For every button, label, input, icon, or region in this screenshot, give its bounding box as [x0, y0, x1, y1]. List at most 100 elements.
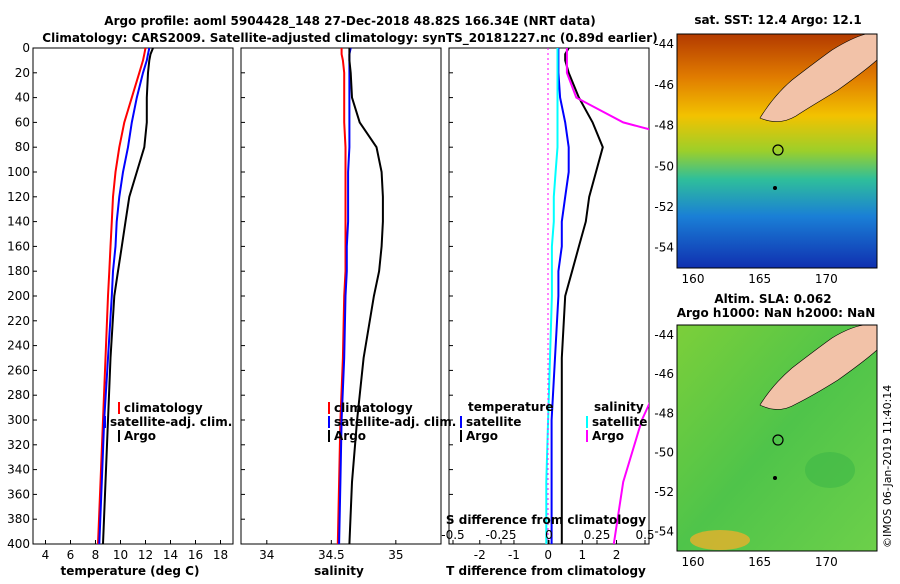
map-lat-tick-label: -50 — [654, 446, 674, 460]
map-lon-tick-label: 160 — [682, 555, 705, 569]
sla-map: 160 165 170 -44 -46 -48 -50 -52 -54 — [654, 324, 878, 569]
island-marker — [773, 476, 777, 480]
depth-tick-labels: 0 20 40 60 80 100 120 140 160 180 200 220 240 260 280 3… — [7, 41, 453, 551]
x-tick-label: 34 — [259, 548, 274, 562]
imos-watermark: ©IMOS 06-Jan-2019 11:40:14 — [881, 385, 894, 548]
depth-tick-label: 260 — [7, 363, 30, 377]
x-tick-label: 2 — [613, 548, 621, 562]
legend-label-climatology: climatology — [124, 401, 203, 415]
x-tick-label: 34.5 — [318, 548, 345, 562]
difference-axes — [448, 47, 650, 545]
x-tick-label: 0 — [544, 548, 552, 562]
island-marker — [773, 186, 777, 190]
legend-label-climatology: climatology — [334, 401, 413, 415]
map-lat-tick-label: -54 — [654, 524, 674, 538]
temperature-series — [97, 48, 154, 544]
legend-label-satellite: satellite-adj. clim. — [110, 415, 232, 429]
legend-label-argo: Argo — [124, 429, 156, 443]
salinity-legend: climatology satellite-adj. clim. Argo — [328, 401, 456, 443]
depth-tick-label: 320 — [7, 438, 30, 452]
map-lon-tick-label: 165 — [748, 555, 771, 569]
legend-title-temperature: temperature — [468, 400, 553, 414]
map-lon-tick-label: 170 — [815, 272, 838, 286]
series-line-climatology — [336, 48, 347, 544]
depth-tick-label: 20 — [15, 66, 30, 80]
x-tick-label: -1 — [508, 548, 520, 562]
x-tick-label: -0.5 — [441, 528, 464, 542]
difference-top-xlabel: S difference from climatology — [446, 513, 646, 527]
x-tick-label: 0 — [545, 528, 553, 542]
series-line-climatology — [97, 48, 147, 544]
argo-location-marker — [772, 144, 784, 156]
x-tick-label: 0.25 — [584, 528, 611, 542]
x-tick-label: 0.5 — [635, 528, 654, 542]
depth-tick-label: 100 — [7, 165, 30, 179]
x-tick-label: 16 — [188, 548, 203, 562]
sla-map-title-line2: Argo h1000: NaN h2000: NaN — [677, 306, 876, 320]
sla-map-frame — [676, 324, 878, 552]
legend-label-t-argo: Argo — [466, 429, 498, 443]
x-tick-label: 1 — [579, 548, 587, 562]
depth-tick-label: 60 — [15, 115, 30, 129]
difference-legend: temperature satellite Argo salinity sate… — [460, 400, 647, 443]
x-tick-label: -2 — [474, 548, 486, 562]
x-tick-label: 12 — [138, 548, 153, 562]
depth-tick-label: 380 — [7, 512, 30, 526]
depth-tick-label: 40 — [15, 91, 30, 105]
difference-series — [545, 48, 649, 544]
series-line-temperature-argo — [560, 48, 604, 544]
series-line-satellite-adj-clim- — [98, 48, 151, 544]
depth-tick-label: 180 — [7, 264, 30, 278]
series-line-argo — [348, 48, 384, 544]
x-tick-label: 6 — [67, 548, 75, 562]
x-tick-label: 18 — [213, 548, 228, 562]
map-lat-tick-label: -46 — [654, 78, 674, 92]
depth-tick-label: 140 — [7, 215, 30, 229]
depth-tick-label: 0 — [22, 41, 30, 55]
legend-label-s-argo: Argo — [592, 429, 624, 443]
map-lat-tick-label: -48 — [654, 119, 674, 133]
figure-title-line2: Climatology: CARS2009. Satellite-adjuste… — [42, 31, 657, 46]
salinity-series — [336, 48, 384, 544]
map-lat-tick-label: -50 — [654, 159, 674, 173]
x-tick-label: 10 — [113, 548, 128, 562]
legend-label-argo: Argo — [334, 429, 366, 443]
depth-tick-label: 120 — [7, 190, 30, 204]
depth-tick-label: 360 — [7, 487, 30, 501]
x-tick-label: 8 — [92, 548, 100, 562]
salinity-xtick-labels: 34 34.5 35 — [259, 540, 403, 562]
legend-label-s-satellite: satellite — [592, 415, 647, 429]
map-lat-tick-label: -46 — [654, 367, 674, 381]
depth-tick-label: 200 — [7, 289, 30, 303]
x-tick-label: -0.25 — [485, 528, 516, 542]
sst-map-frame — [676, 33, 878, 269]
depth-tick-label: 80 — [15, 140, 30, 154]
legend-title-salinity: salinity — [594, 400, 644, 414]
temperature-xtick-labels: 4 6 8 10 12 14 16 18 — [42, 540, 228, 562]
sla-map-title-line1: Altim. SLA: 0.062 — [714, 292, 831, 306]
x-tick-label: 35 — [388, 548, 403, 562]
series-line-salinity-argo — [565, 48, 649, 544]
map-lat-tick-label: -44 — [654, 37, 674, 51]
sla-high-anomaly — [690, 530, 750, 550]
depth-tick-label: 240 — [7, 339, 30, 353]
map-lon-tick-label: 165 — [748, 272, 771, 286]
map-lon-tick-label: 170 — [815, 555, 838, 569]
depth-tick-label: 160 — [7, 239, 30, 253]
map-lon-tick-label: 160 — [682, 272, 705, 286]
difference-xtick-labels: -2 -1 0 1 2 — [474, 540, 621, 562]
depth-tick-label: 400 — [7, 537, 30, 551]
series-line-argo — [102, 48, 154, 544]
map-lat-tick-label: -48 — [654, 406, 674, 420]
map-lat-tick-label: -52 — [654, 485, 674, 499]
temperature-axes — [32, 47, 234, 545]
salinity-difference-xtick-labels: -0.5 -0.25 0 0.25 0.5 — [441, 528, 655, 544]
depth-tick-label: 280 — [7, 388, 30, 402]
x-tick-label: 14 — [163, 548, 178, 562]
sst-map: 160 165 170 -44 -46 -48 -50 -52 -54 — [654, 33, 878, 286]
sla-patch — [805, 452, 855, 488]
series-line-salinity-satellite — [545, 48, 559, 544]
temperature-legend: climatology satellite-adj. clim. Argo — [104, 401, 232, 443]
